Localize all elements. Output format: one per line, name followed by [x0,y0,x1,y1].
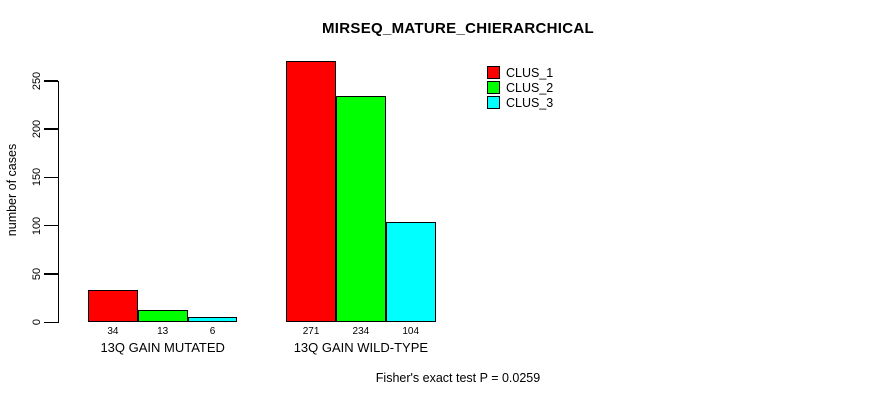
y-tick-label: 50 [30,267,43,281]
y-tick-mark [44,80,58,82]
y-tick-label: 250 [30,71,43,91]
bar-clus_2-group2 [336,96,386,323]
y-tick-label: 150 [30,168,43,187]
y-tick-label: 100 [30,216,43,235]
legend-swatch-icon [487,81,500,94]
legend-row: CLUS_3 [487,95,553,110]
bar-clus_1-group1 [88,289,138,323]
y-tick-mark [44,321,58,323]
group-label: 13Q GAIN MUTATED [100,340,225,355]
bar-clus_1-group2 [286,60,336,323]
y-tick-mark [44,273,58,275]
annotation-text: Fisher's exact test P = 0.0259 [375,371,541,385]
y-axis-label: number of cases [5,143,19,237]
bar-value-label: 13 [157,326,169,337]
legend-label: CLUS_1 [506,65,554,80]
y-tick-mark [44,225,58,227]
chart-title: MIRSEQ_MATURE_CHIERARCHICAL [322,20,594,37]
legend-swatch-icon [487,66,500,79]
y-tick-label: 200 [30,119,43,139]
bar-value-label: 6 [209,326,216,337]
bar-value-label: 104 [402,326,420,337]
legend-label: CLUS_2 [506,80,554,95]
group-label: 13Q GAIN WILD-TYPE [293,340,429,355]
legend-swatch-icon [487,96,500,109]
bar-value-label: 271 [302,326,320,337]
legend: CLUS_1 CLUS_2 CLUS_3 [487,65,553,110]
y-axis-line [57,80,59,323]
y-tick-mark [44,176,58,179]
y-tick-label: 0 [30,319,43,326]
bar-clus_3-group1 [187,316,238,323]
y-tick-mark [44,128,58,130]
bar-value-label: 34 [107,326,119,337]
legend-label: CLUS_3 [506,95,554,110]
bar-value-label: 234 [352,326,370,337]
bar-clus_2-group1 [137,309,188,323]
bar-clus_3-group2 [385,221,436,323]
legend-row: CLUS_2 [487,80,553,95]
legend-row: CLUS_1 [487,65,553,80]
